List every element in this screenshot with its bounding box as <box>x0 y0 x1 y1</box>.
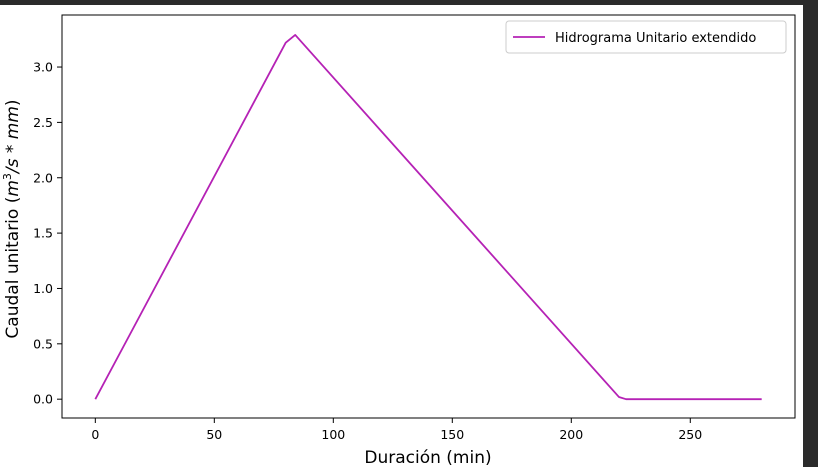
y-tick-label: 3.0 <box>33 60 53 75</box>
y-tick-label: 0.5 <box>33 336 53 351</box>
series-line <box>94 34 762 401</box>
x-tick-label: 50 <box>206 427 222 442</box>
legend-label: Hidrograma Unitario extendido <box>555 31 756 46</box>
y-axis-title: Caudal unitario (m3/s * mm) <box>1 99 23 338</box>
y-tick-label: 1.0 <box>33 281 53 296</box>
y-axis-title-prefix: Caudal unitario ( <box>3 197 23 339</box>
line-chart: 0 50 100 150 200 250 0.0 0.5 1.0 1.5 2.0 2.5 3.0 Du… <box>1 14 796 467</box>
figure-canvas: 0 50 100 150 200 250 0.0 0.5 1.0 1.5 2.0 2.5 3.0 Du… <box>0 5 803 467</box>
y-axis-title-unit-rest: /s * mm <box>3 106 23 175</box>
y-tick-label: 2.0 <box>33 170 53 185</box>
y-axis-title-unit-m: m <box>3 180 23 197</box>
x-axis-ticks: 0 50 100 150 200 250 <box>91 418 702 442</box>
y-tick-label: 2.5 <box>33 115 53 130</box>
x-tick-label: 0 <box>91 427 99 442</box>
plot-area-frame <box>61 14 796 419</box>
x-tick-label: 100 <box>321 427 345 442</box>
legend: Hidrograma Unitario extendido <box>505 20 787 54</box>
x-axis-title: Duración (min) <box>364 448 491 467</box>
x-tick-label: 200 <box>559 427 583 442</box>
y-tick-label: 1.5 <box>33 226 53 241</box>
legend-box <box>505 20 787 54</box>
y-axis-ticks: 0.0 0.5 1.0 1.5 2.0 2.5 3.0 <box>33 60 62 407</box>
y-axis-title-suffix: ) <box>3 99 23 106</box>
x-tick-label: 150 <box>440 427 464 442</box>
y-tick-label: 0.0 <box>33 392 53 407</box>
x-tick-label: 250 <box>678 427 702 442</box>
series-layer <box>94 34 762 401</box>
y-axis-title-superscript: 3 <box>1 173 14 180</box>
